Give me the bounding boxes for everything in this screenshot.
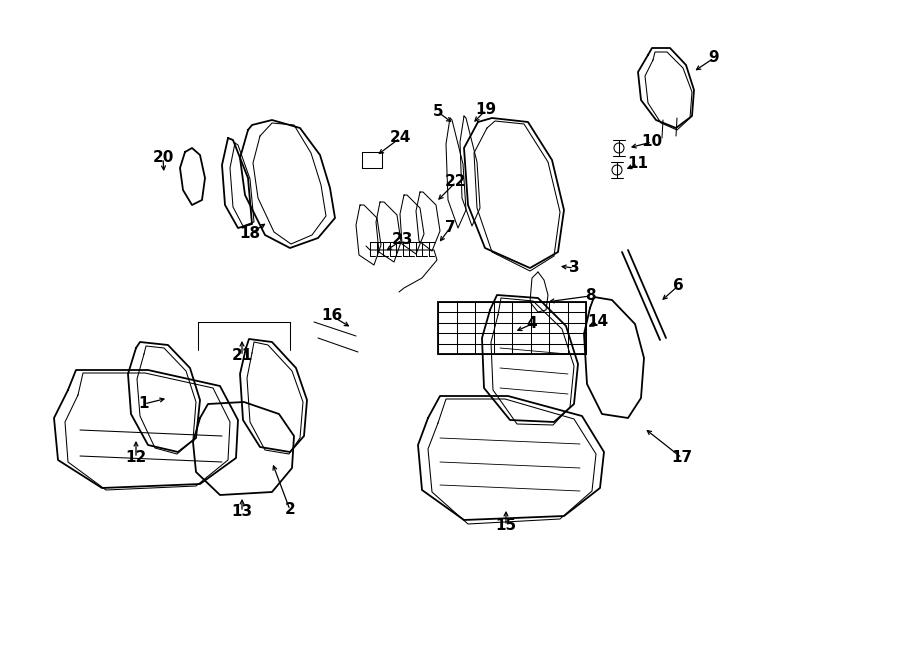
- Text: 11: 11: [627, 157, 649, 171]
- Text: 9: 9: [708, 50, 719, 65]
- Text: 6: 6: [672, 278, 683, 293]
- Bar: [438, 302, 586, 354]
- Text: 18: 18: [239, 227, 261, 241]
- Text: 7: 7: [445, 221, 455, 235]
- Text: 2: 2: [284, 502, 295, 518]
- Text: 4: 4: [526, 317, 537, 332]
- Text: 24: 24: [390, 130, 410, 145]
- Text: 3: 3: [569, 260, 580, 276]
- Text: 8: 8: [585, 288, 595, 303]
- Text: 22: 22: [446, 175, 467, 190]
- Text: 5: 5: [433, 104, 444, 120]
- Text: 13: 13: [231, 504, 253, 520]
- Text: 23: 23: [392, 233, 413, 247]
- Text: 15: 15: [495, 518, 517, 533]
- Text: 21: 21: [231, 348, 253, 364]
- Text: 16: 16: [321, 309, 343, 323]
- Text: 20: 20: [152, 151, 174, 165]
- Text: 12: 12: [125, 451, 147, 465]
- Text: 1: 1: [139, 397, 149, 412]
- Text: 19: 19: [475, 102, 497, 118]
- Text: 17: 17: [671, 451, 693, 465]
- Text: 10: 10: [642, 134, 662, 149]
- Text: 14: 14: [588, 315, 608, 329]
